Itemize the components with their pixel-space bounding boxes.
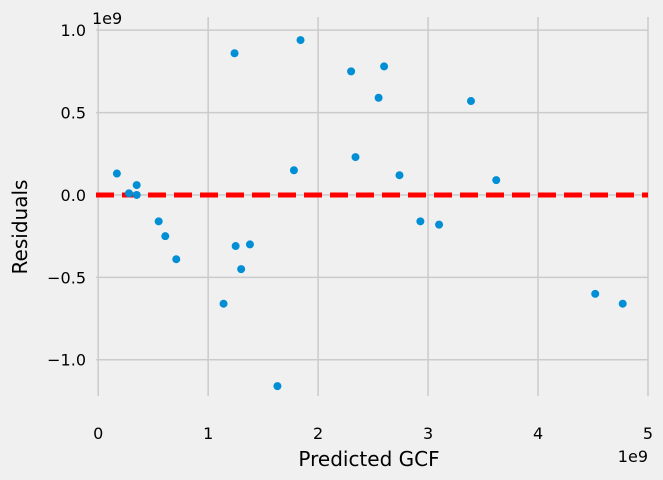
- y-tick-labels: 1.0 0.5 0.0 −0.5 −1.0: [47, 21, 86, 370]
- scatter-point: [124, 189, 133, 198]
- scatter-point: [347, 67, 356, 76]
- scatter-point: [435, 220, 444, 229]
- y-axis-label: Residuals: [8, 180, 32, 275]
- scatter-point: [132, 181, 141, 190]
- x-tick-label: 1: [203, 424, 213, 443]
- scatter-point: [296, 36, 305, 45]
- x-tick-label: 4: [533, 424, 543, 443]
- scatter-point: [154, 217, 163, 226]
- y-offset-label: 1e9: [92, 9, 122, 28]
- scatter-point: [416, 217, 425, 226]
- scatter-point: [273, 382, 282, 391]
- scatter-point: [231, 242, 240, 251]
- scatter-point: [374, 93, 383, 102]
- scatter-point: [492, 176, 501, 185]
- x-tick-label: 2: [313, 424, 323, 443]
- scatter-point: [351, 153, 360, 162]
- x-tick-label: 0: [93, 424, 103, 443]
- scatter-point: [591, 289, 600, 298]
- x-offset-label: 1e9: [618, 447, 648, 466]
- scatter-point: [289, 166, 298, 175]
- scatter-point: [230, 49, 239, 58]
- scatter-point: [132, 190, 141, 199]
- scatter-point: [237, 265, 246, 274]
- y-tick-label: −0.5: [47, 268, 86, 287]
- scatter-point: [172, 255, 181, 264]
- x-axis-label: Predicted GCF: [298, 447, 439, 471]
- y-tick-label: −1.0: [47, 351, 86, 370]
- y-tick-label: 0.5: [61, 104, 86, 123]
- y-tick-label: 1.0: [61, 21, 86, 40]
- scatter-point: [219, 299, 228, 308]
- x-tick-label: 5: [643, 424, 653, 443]
- scatter-point: [380, 62, 389, 71]
- scatter-point: [618, 299, 627, 308]
- scatter-point: [245, 240, 254, 249]
- scatter-point: [112, 169, 121, 178]
- scatter-point: [466, 97, 475, 106]
- scatter-point: [395, 171, 404, 180]
- x-tick-labels: 0 1 2 3 4 5: [93, 424, 653, 443]
- scatter-point: [161, 232, 170, 241]
- x-tick-label: 3: [423, 424, 433, 443]
- y-tick-label: 0.0: [61, 186, 86, 205]
- scatter-points: [112, 36, 627, 391]
